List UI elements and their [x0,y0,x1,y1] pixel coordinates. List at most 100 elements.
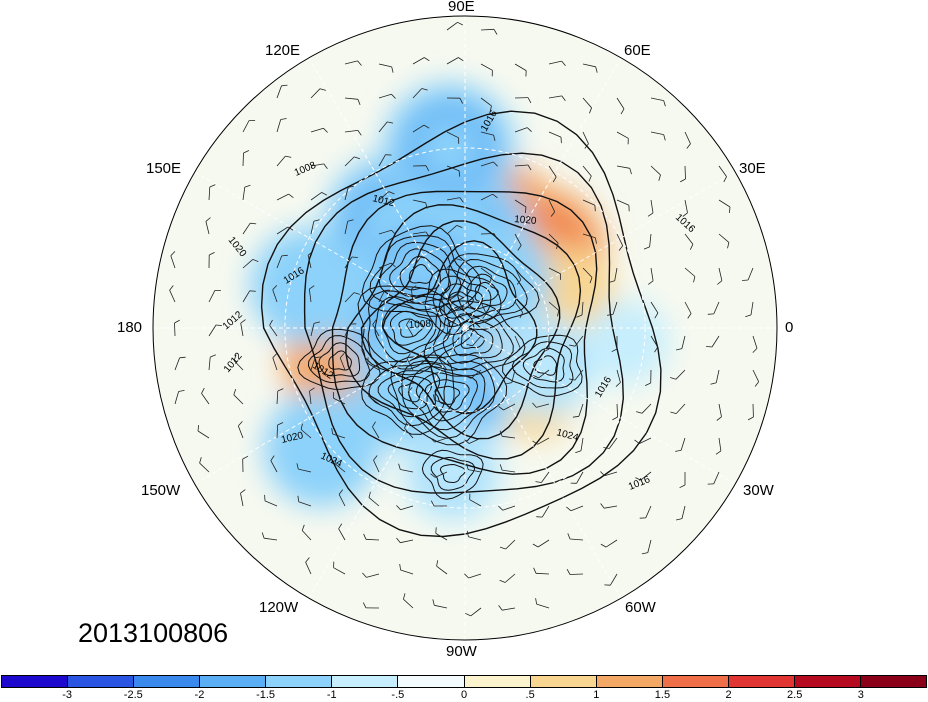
wind-barb-flag [170,251,176,256]
wind-barb [436,560,448,575]
wind-barb-flag [250,222,257,225]
wind-barb-flag [561,60,566,66]
wind-barb-flag [493,29,498,35]
wind-barb-flag [645,382,651,386]
wind-barb [684,267,696,283]
wind-barb [514,267,522,285]
wind-barb-flag [643,246,650,250]
wind-barb-shaft [446,323,449,337]
wind-barb-shaft [242,120,250,133]
wind-barb [650,301,659,319]
wind-barb-shaft [446,258,457,269]
wind-barb-shaft [616,403,618,418]
colorbar-segment-5 [332,676,399,687]
wind-barb [514,127,532,133]
wind-barb-shaft [468,469,482,473]
wind-barb [208,324,222,337]
isobar-7-1 [460,328,485,349]
wind-barb-flag [179,356,186,359]
wind-barb [344,185,355,201]
wind-barb-shaft [504,573,516,583]
wind-barb-flag [566,569,571,575]
wind-barb-flag [458,57,464,62]
wind-barb-shaft [446,225,457,235]
wind-barb-flag [561,95,566,101]
wind-barb-shaft [400,569,414,575]
wind-barb-shaft [436,565,448,575]
wind-barb-flag [425,165,430,172]
isobar-3-1 [434,385,461,405]
wind-barb [344,97,361,106]
wind-barb [344,323,357,337]
wind-barb-flag [373,455,378,461]
wind-barb-shaft [367,363,380,371]
wind-barb [548,267,561,280]
lon-label-180: 180 [117,319,143,336]
wind-barb-shaft [237,425,244,439]
wind-barb-flag [498,505,503,511]
wind-barb-flag [174,319,180,324]
wind-barb-shaft [372,324,380,337]
wind-barb [446,131,460,144]
isobar-0-2 [399,255,441,291]
wind-barb [338,523,346,541]
wind-barb [310,163,328,169]
wind-barb [301,524,312,541]
isobar-1-2 [466,273,508,310]
wind-barb [514,335,521,353]
isobar-0-1 [408,263,433,284]
wind-barb [310,321,320,337]
lon-label-150e: 150E [146,160,182,177]
wind-barb [233,354,244,371]
wind-barb-shaft [582,97,592,109]
wind-barb-shaft [276,424,278,439]
meridian-330 [464,327,736,485]
wind-barb [576,301,584,318]
wind-barb-shaft [233,394,244,405]
wind-barb-flag [600,503,605,509]
wind-barb-flag [348,185,355,188]
wind-barb-flag [493,233,498,239]
wind-barb-shaft [548,199,556,212]
wind-barb [344,256,358,269]
wind-barb-flag [197,425,199,432]
wind-barb-flag [576,314,583,318]
wind-barb [480,131,496,141]
wind-barb-flag [199,457,202,464]
wind-barb-flag [466,344,473,347]
wind-barb [272,285,278,303]
wind-barb-shaft [404,427,414,439]
wind-barb-flag [543,348,550,353]
wind-barb-flag [403,593,406,600]
wind-barb-flag [612,416,618,421]
wind-barb-shaft [537,539,550,548]
wind-barb-flag [368,390,370,397]
wind-barb [344,292,360,303]
wind-barb [600,471,618,477]
wind-barb [650,97,666,107]
wind-barb-shaft [372,426,380,439]
wind-barb-flag [309,387,315,392]
isobar-9-2 [430,456,475,491]
wind-barb-shaft [208,324,217,337]
wind-barb [615,369,621,387]
wind-barb [344,130,362,136]
meridian-60 [464,57,622,329]
wind-barb [600,539,618,548]
meridian-30 [464,171,736,329]
isobar-1-3 [457,265,517,318]
wind-barb-flag [675,450,682,452]
wind-barb [372,319,380,337]
wind-barb-flag [261,532,265,539]
wind-barb [611,336,618,353]
wind-barb [645,369,652,386]
wind-barb-shaft [650,301,659,314]
wind-barb-flag [742,279,749,281]
anomaly-blob-cold-iberia-2 [607,323,646,362]
wind-barb-shaft [639,437,652,444]
wind-barb-shaft [576,471,584,484]
wind-barb-shaft [616,131,629,139]
wind-barb-flag [682,212,688,217]
colorbar-segment-13 [861,676,927,687]
wind-barb-shaft [412,199,426,204]
